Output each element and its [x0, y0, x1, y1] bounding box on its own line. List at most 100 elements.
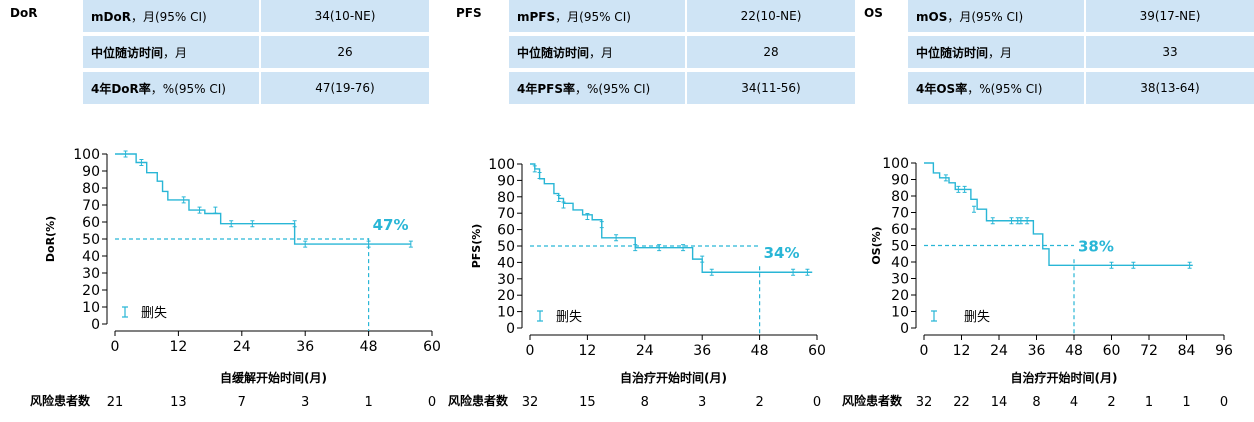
os-censor-mark — [956, 185, 961, 193]
os-censor-mark — [972, 205, 976, 213]
pfs-y-tick-label: 60 — [497, 223, 515, 239]
pfs-censor-mark — [709, 268, 714, 276]
pfs-risk-count: 15 — [579, 395, 596, 410]
os-survival-curve — [924, 162, 1193, 266]
pfs-y-tick-label: 40 — [497, 255, 515, 271]
pfs-censor-mark — [633, 244, 638, 252]
os-x-tick-label: 60 — [1103, 343, 1121, 359]
dor-censor-mark — [181, 196, 186, 204]
pfs-censor-mark — [805, 268, 810, 276]
pfs-censor-mark — [537, 171, 542, 179]
pfs-x-tick-label: 0 — [526, 343, 535, 359]
pfs-risk-label: 风险患者数 — [448, 393, 509, 408]
pfs-risk-count: 2 — [755, 395, 763, 410]
table-cell-value: 34(10-NE) — [259, 0, 429, 32]
os-x-tick-label: 24 — [990, 343, 1008, 359]
pfs-censor-mark — [532, 165, 537, 173]
os-risk-label: 风险患者数 — [842, 393, 903, 408]
os-risk-count: 4 — [1070, 395, 1078, 410]
os-censor-mark — [990, 217, 995, 225]
pfs-risk-count: 3 — [698, 395, 706, 410]
table-cell-value: 34(11-56) — [685, 72, 855, 104]
dor-y-tick-label: 100 — [73, 147, 100, 163]
pfs-x-axis-label: 自治疗开始时间(月) — [620, 370, 727, 385]
pfs-y-tick-label: 20 — [497, 288, 515, 304]
pfs-censor-mark — [561, 201, 566, 209]
pfs-y-tick-label: 30 — [497, 272, 515, 288]
os-risk-count: 2 — [1107, 395, 1115, 410]
dor-x-axis-label: 自缓解开始时间(月) — [220, 370, 327, 385]
dor-legend-label: 删失 — [141, 306, 167, 321]
os-panel-label: OS — [864, 6, 883, 20]
os-censor-mark — [1131, 261, 1136, 269]
pfs-censor-mark — [556, 194, 561, 202]
table-cell-value: 39(17-NE) — [1084, 0, 1254, 32]
table-row: 中位随访时间，月 33 — [908, 36, 1254, 68]
table-cell-value: 47(19-76) — [259, 72, 429, 104]
table-cell-label: 4年DoR率，%(95% CI) — [83, 72, 259, 104]
os-x-tick-label: 0 — [920, 343, 929, 359]
table-cell-label: mPFS，月(95% CI) — [509, 0, 685, 32]
dor-y-tick-label: 40 — [82, 249, 100, 265]
os-censor-mark — [1109, 261, 1114, 269]
pfs-x-tick-label: 48 — [751, 343, 769, 359]
os-censor-mark — [1187, 261, 1192, 269]
dor-censor-mark — [250, 220, 255, 228]
pfs-legend-symbol — [537, 310, 543, 322]
dor-y-tick-label: 50 — [82, 232, 100, 248]
os-x-tick-label: 48 — [1065, 343, 1083, 359]
os-x-axis-label: 自治疗开始时间(月) — [1011, 370, 1118, 385]
table-row: 4年PFS率，%(95% CI) 34(11-56) — [509, 72, 855, 104]
pfs-x-tick-label: 24 — [636, 343, 654, 359]
os-censor-mark — [1018, 217, 1023, 225]
dor-censor-mark — [213, 206, 218, 214]
pfs-panel-label: PFS — [456, 6, 482, 20]
os-landmark-label: 38% — [1078, 237, 1114, 255]
os-y-tick-label: 30 — [891, 272, 909, 288]
os-y-tick-label: 70 — [891, 206, 909, 222]
dor-risk-count: 0 — [428, 395, 436, 410]
dor-y-tick-label: 70 — [82, 198, 100, 214]
os-y-axis-label: OS(%) — [870, 226, 883, 264]
dor-x-tick-label: 60 — [423, 339, 441, 355]
pfs-y-tick-label: 10 — [497, 305, 515, 321]
os-y-tick-label: 100 — [882, 156, 909, 172]
dor-risk-count: 21 — [107, 395, 124, 410]
table-cell-value: 22(10-NE) — [685, 0, 855, 32]
pfs-summary-table: mPFS，月(95% CI) 22(10-NE) 中位随访时间，月 28 4年PFS… — [509, 0, 855, 108]
table-cell-value: 38(13-64) — [1084, 72, 1254, 104]
table-cell-value: 33 — [1084, 36, 1254, 68]
dor-risk-count: 7 — [238, 395, 246, 410]
pfs-censor-mark — [657, 244, 662, 252]
dor-summary-table: mDoR，月(95% CI) 34(10-NE) 中位随访时间，月 26 4年DoR… — [83, 0, 429, 108]
table-row: 中位随访时间，月 26 — [83, 36, 429, 68]
dor-censor-mark — [292, 220, 297, 228]
table-cell-label: 中位随访时间，月 — [509, 36, 685, 68]
os-y-tick-label: 50 — [891, 239, 909, 255]
dor-censor-mark — [139, 159, 144, 166]
table-row: 中位随访时间，月 28 — [509, 36, 855, 68]
dor-legend-symbol — [122, 306, 128, 318]
pfs-risk-count: 32 — [522, 395, 539, 410]
pfs-y-tick-label: 50 — [497, 239, 515, 255]
pfs-y-tick-label: 100 — [488, 157, 515, 173]
os-censor-mark — [1009, 217, 1014, 225]
os-y-tick-label: 90 — [891, 173, 909, 189]
pfs-y-tick-label: 80 — [497, 190, 515, 206]
dor-y-tick-label: 30 — [82, 266, 100, 282]
dor-y-axis-label: DoR(%) — [44, 216, 57, 262]
dor-risk-count: 3 — [301, 395, 309, 410]
table-cell-value: 26 — [259, 36, 429, 68]
os-summary-table: mOS，月(95% CI) 39(17-NE) 中位随访时间，月 33 4年OS率，… — [908, 0, 1254, 108]
os-x-tick-label: 96 — [1215, 343, 1233, 359]
pfs-risk-count: 0 — [813, 395, 821, 410]
dor-risk-count: 13 — [170, 395, 187, 410]
dor-y-tick-label: 10 — [82, 300, 100, 316]
table-row: 4年OS率，%(95% CI) 38(13-64) — [908, 72, 1254, 104]
pfs-censor-mark — [585, 212, 590, 220]
os-x-tick-label: 84 — [1178, 343, 1196, 359]
pfs-x-tick-label: 12 — [578, 343, 596, 359]
os-censor-mark — [962, 185, 967, 193]
os-x-tick-label: 36 — [1028, 343, 1046, 359]
